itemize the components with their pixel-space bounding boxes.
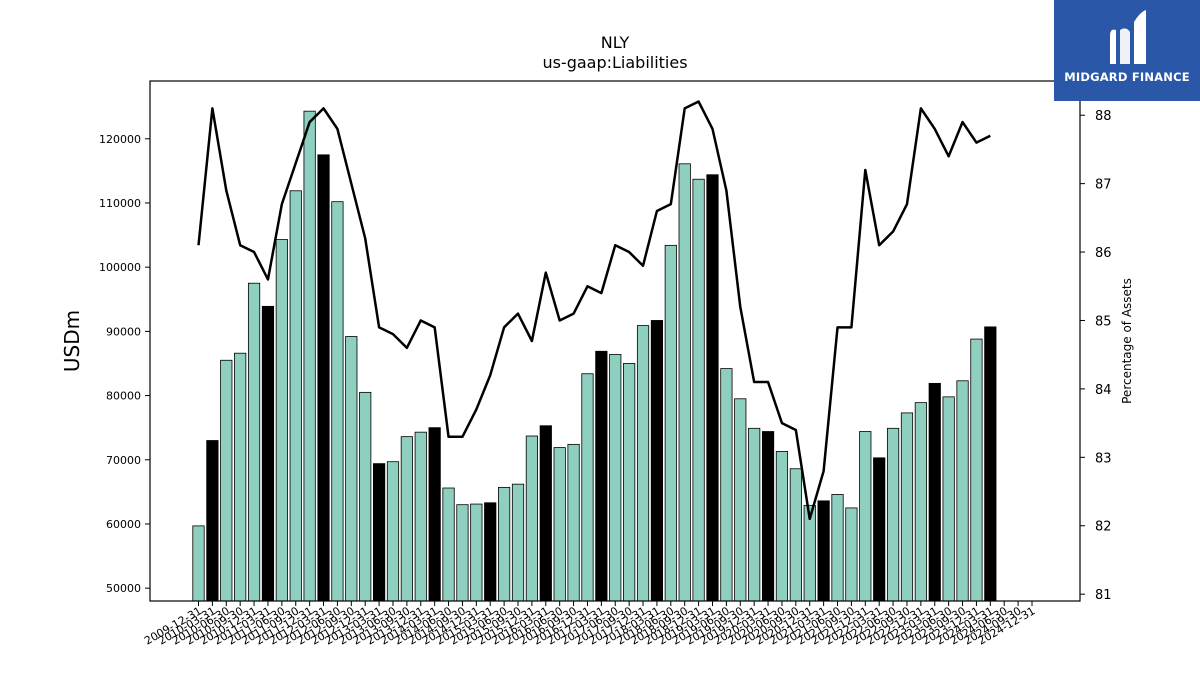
bar	[859, 431, 872, 602]
left-tick-label: 100000	[99, 261, 141, 274]
bar	[192, 525, 205, 602]
bar	[372, 463, 386, 602]
midgard-logo-icon	[1110, 10, 1146, 65]
bar	[581, 373, 594, 602]
bar	[275, 239, 288, 602]
bar	[984, 326, 997, 602]
bar	[831, 494, 844, 602]
y-axis-label-left: USDm	[60, 310, 84, 372]
bar	[956, 380, 969, 602]
bar	[720, 368, 733, 602]
bar	[386, 461, 400, 602]
bar	[331, 201, 344, 602]
bar	[789, 468, 802, 602]
bar	[609, 354, 622, 602]
bar	[623, 363, 636, 602]
bar	[636, 325, 650, 602]
left-tick-label: 50000	[106, 582, 141, 595]
bar	[261, 305, 275, 602]
bar	[525, 435, 538, 602]
bar	[414, 431, 427, 602]
brand-logo: MIDGARD FINANCE	[1054, 0, 1200, 101]
bar	[511, 483, 525, 602]
bar	[442, 487, 455, 602]
bar	[539, 425, 552, 602]
right-tick-label: 88	[1095, 109, 1112, 124]
left-tick-label: 80000	[106, 390, 141, 403]
bar	[942, 396, 955, 602]
bar	[317, 154, 330, 602]
left-axis-ticks: 50000 60000 70000 80000 90000 100000 110000 120…	[99, 133, 150, 595]
bar	[595, 350, 608, 602]
left-tick-label: 70000	[106, 454, 141, 467]
bar	[400, 436, 413, 602]
bar	[303, 110, 316, 602]
bar	[247, 282, 261, 602]
bar	[734, 398, 747, 602]
bar	[484, 502, 497, 602]
bar	[553, 447, 566, 602]
right-tick-label: 82	[1095, 520, 1112, 535]
bar	[567, 443, 580, 602]
x-axis-ticks: 2009-12-312010-03-312010-06-302010-09-30…	[142, 601, 1038, 648]
bar	[817, 500, 830, 602]
left-tick-label: 110000	[99, 197, 141, 210]
right-tick-label: 81	[1095, 588, 1112, 603]
bar-series	[192, 110, 997, 602]
bar	[692, 178, 705, 602]
bar	[873, 457, 886, 602]
right-axis-ticks: 81 82 83 84 85 86 87 88	[1080, 109, 1112, 603]
bar	[498, 486, 511, 602]
bar	[359, 391, 372, 602]
bar	[456, 504, 469, 602]
brand-name: MIDGARD FINANCE	[1064, 70, 1190, 84]
left-tick-label: 90000	[106, 325, 141, 338]
bar	[900, 412, 914, 602]
chart-subtitle: us-gaap:Liabilities	[542, 53, 687, 72]
bar	[845, 507, 858, 602]
bar	[761, 431, 775, 602]
chart-title: NLY	[601, 33, 630, 52]
bar	[289, 190, 302, 602]
right-tick-label: 86	[1095, 246, 1112, 261]
y-axis-label-right: Percentage of Assets	[1120, 278, 1134, 404]
bar	[775, 451, 789, 602]
bar	[650, 320, 664, 602]
right-tick-label: 84	[1095, 383, 1112, 398]
bar	[970, 338, 983, 602]
right-tick-label: 87	[1095, 178, 1112, 193]
bar	[234, 352, 247, 602]
right-tick-label: 85	[1095, 314, 1112, 329]
bar	[206, 440, 219, 602]
left-tick-label: 120000	[99, 133, 141, 146]
line-series	[197, 100, 991, 521]
bar	[748, 427, 761, 602]
left-tick-label: 60000	[106, 518, 141, 531]
bar	[914, 402, 927, 602]
bar	[886, 427, 900, 602]
bar	[345, 336, 358, 602]
bar	[470, 503, 483, 602]
bar	[220, 359, 233, 602]
right-tick-label: 83	[1095, 451, 1112, 466]
bar	[664, 244, 677, 602]
bar	[928, 382, 941, 602]
bar	[428, 427, 441, 602]
percentage-line	[197, 100, 991, 521]
bar	[678, 163, 691, 602]
bar	[706, 174, 719, 602]
